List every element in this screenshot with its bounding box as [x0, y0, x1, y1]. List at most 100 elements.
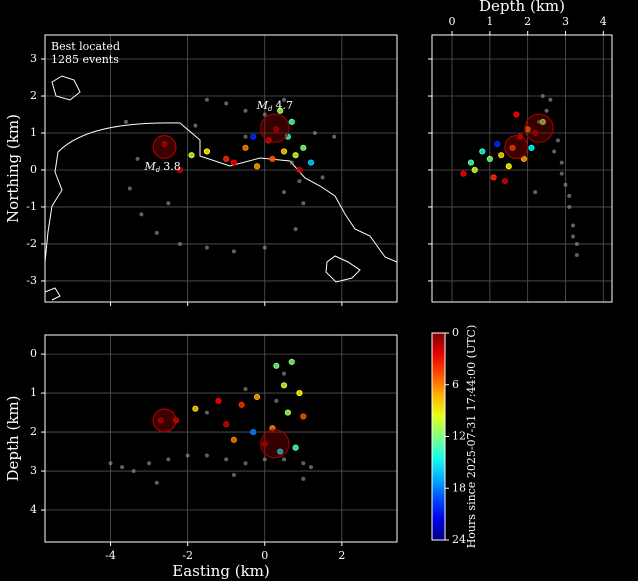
- background-event: [567, 193, 572, 198]
- event-point: [296, 389, 303, 397]
- background-event: [574, 241, 579, 246]
- background-event: [309, 465, 314, 470]
- x-tick-label: 2: [524, 15, 531, 28]
- y-tick-label: 1: [30, 386, 37, 399]
- colorbar-label: Hours since 2025-07-31 17:44:00 (UTC): [465, 325, 478, 549]
- colorbar-tick-label: 0: [452, 326, 459, 339]
- event-point: [176, 166, 184, 174]
- background-event: [147, 461, 152, 466]
- event-point: [532, 129, 539, 137]
- background-event: [177, 241, 182, 246]
- background-event: [544, 108, 549, 113]
- background-event: [123, 119, 128, 124]
- event-point: [230, 436, 238, 443]
- event-point: [188, 152, 195, 159]
- event-point: [253, 393, 261, 401]
- background-event: [135, 156, 140, 161]
- background-event: [571, 223, 576, 228]
- background-event: [204, 245, 209, 250]
- background-event: [243, 108, 248, 113]
- background-event: [540, 94, 545, 99]
- mainshock: [152, 408, 177, 433]
- event-point: [288, 118, 295, 126]
- event-point: [273, 126, 280, 133]
- plot-area: [460, 94, 579, 258]
- background-event: [243, 461, 248, 466]
- y-tick-label: -2: [26, 237, 37, 250]
- background-event: [204, 453, 209, 458]
- annotation: 1285 events: [51, 53, 119, 66]
- event-point: [501, 177, 509, 185]
- coastline: [45, 75, 397, 301]
- background-event: [312, 130, 317, 135]
- event-point: [161, 140, 168, 148]
- event-point: [498, 152, 505, 159]
- magnitude-symbol: M: [256, 99, 269, 112]
- colorbar-tick-label: 18: [452, 481, 466, 494]
- event-point: [296, 166, 303, 174]
- event-point: [215, 397, 222, 404]
- y-tick-label: 1: [30, 126, 37, 139]
- x-tick-label: -2: [182, 549, 193, 562]
- event-point: [490, 174, 497, 181]
- x-tick-label: 1: [486, 15, 493, 28]
- magnitude-subscript: d: [156, 166, 161, 174]
- background-event: [301, 461, 306, 466]
- background-event: [320, 175, 325, 180]
- x-tick-label: -4: [105, 549, 116, 562]
- event-point: [273, 362, 280, 369]
- event-point: [528, 144, 535, 151]
- x-axis-label: Depth (km): [479, 0, 565, 15]
- background-event: [563, 182, 568, 187]
- event-point: [467, 159, 475, 166]
- event-point: [230, 159, 238, 166]
- plot-area: [123, 97, 337, 254]
- background-event: [231, 249, 236, 254]
- background-event: [274, 398, 279, 403]
- event-point: [203, 148, 211, 155]
- mainshock: [260, 429, 290, 459]
- event-point: [486, 155, 493, 162]
- event-point: [250, 428, 257, 436]
- background-event: [154, 480, 159, 485]
- event-point: [471, 166, 478, 174]
- background-event: [154, 230, 159, 235]
- event-point: [250, 133, 257, 140]
- background-event: [297, 179, 302, 184]
- event-point: [513, 111, 520, 118]
- x-tick-label: 3: [562, 15, 569, 28]
- background-event: [282, 457, 287, 462]
- background-event: [282, 190, 287, 195]
- background-event: [289, 160, 294, 165]
- background-event: [533, 190, 538, 195]
- event-point: [300, 144, 307, 151]
- mainshock: [152, 135, 177, 160]
- y-axis-label: Northing (km): [4, 114, 22, 223]
- event-point: [157, 417, 164, 424]
- background-event: [282, 97, 287, 102]
- background-event: [243, 387, 248, 392]
- x-tick-label: 4: [600, 15, 607, 28]
- event-point: [261, 440, 268, 447]
- background-event: [185, 453, 190, 458]
- event-point: [223, 155, 230, 162]
- axes-frames: [44, 34, 613, 543]
- background-event: [555, 138, 560, 143]
- background-event: [262, 457, 267, 462]
- background-event: [332, 134, 337, 139]
- event-point: [494, 140, 501, 148]
- event-point: [223, 421, 230, 428]
- magnitude-annotation: Md 4.7: [256, 99, 293, 113]
- y-tick-label: 4: [30, 503, 37, 516]
- event-point: [300, 413, 307, 420]
- colorbar-tick-label: 24: [452, 533, 466, 546]
- colorbar-tick-label: 6: [452, 378, 459, 391]
- event-point: [505, 163, 512, 170]
- event-point: [292, 152, 299, 159]
- background-event: [567, 204, 572, 209]
- background-event: [193, 123, 198, 128]
- mainshock: [504, 135, 529, 160]
- event-point: [460, 170, 467, 177]
